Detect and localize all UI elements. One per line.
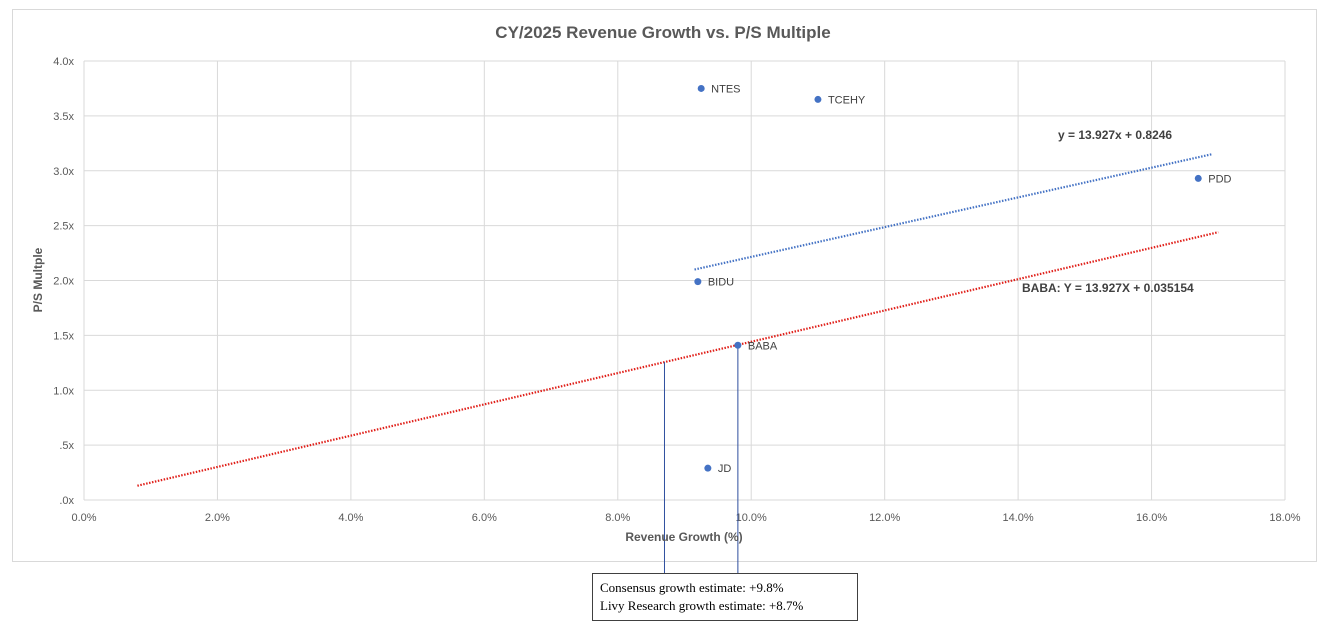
estimate-marker-lines — [663, 344, 739, 574]
point-jd — [704, 464, 712, 472]
trendline-blue — [694, 153, 1212, 271]
y-tick-label: .0x — [59, 495, 74, 507]
trendline-equation-red: BABA: Y = 13.927X + 0.035154 — [1022, 281, 1194, 295]
y-tick-label: 4.0x — [53, 56, 74, 68]
point-baba — [734, 341, 742, 349]
x-tick-label: 18.0% — [1269, 512, 1300, 524]
y-tick-label: 2.0x — [53, 276, 74, 288]
gridlines — [83, 60, 1286, 501]
point-label-jd: JD — [718, 463, 732, 475]
consensus-estimate-text: Consensus growth estimate: +9.8% — [600, 580, 784, 595]
x-tick-label: 8.0% — [605, 512, 630, 524]
point-label-ntes: NTES — [711, 83, 740, 95]
x-tick-label: 6.0% — [472, 512, 497, 524]
point-tcehy — [814, 95, 822, 103]
x-tick-label: 0.0% — [71, 512, 96, 524]
point-ntes — [697, 84, 705, 92]
trendlines — [137, 153, 1219, 487]
x-tick-label: 10.0% — [736, 512, 767, 524]
y-axis-title: P/S Multple — [31, 247, 45, 312]
point-label-pdd: PDD — [1208, 173, 1231, 185]
point-label-bidu: BIDU — [708, 277, 734, 289]
y-tick-label: .5x — [59, 440, 74, 452]
point-pdd — [1194, 174, 1202, 182]
point-label-baba: BABA — [748, 340, 778, 352]
x-tick-label: 12.0% — [869, 512, 900, 524]
y-tick-label: 3.5x — [53, 111, 74, 123]
x-axis-ticks: 0.0% 2.0% 4.0% 6.0% 8.0% 10.0% 12.0% 14.0% 16.0%… — [71, 512, 1300, 524]
y-tick-label: 2.5x — [53, 221, 74, 233]
x-tick-label: 16.0% — [1136, 512, 1167, 524]
x-tick-label: 4.0% — [338, 512, 363, 524]
livy-estimate-text: Livy Research growth estimate: +8.7% — [600, 598, 804, 613]
chart-title: CY/2025 Revenue Growth vs. P/S Multiple — [495, 23, 830, 42]
x-axis-title: Revenue Growth (%) — [625, 530, 742, 544]
y-tick-label: 1.0x — [53, 385, 74, 397]
point-label-tcehy: TCEHY — [828, 94, 866, 106]
y-tick-label: 3.0x — [53, 166, 74, 178]
y-axis-ticks: .0x .5x 1.0x 1.5x 2.0x 2.5x 3.0x 3.5x 4.0x — [53, 56, 74, 507]
estimate-note-box: Consensus growth estimate: +9.8% Livy Re… — [592, 573, 858, 621]
x-tick-label: 2.0% — [205, 512, 230, 524]
trendline-red — [137, 231, 1219, 487]
data-points: NTES TCEHY PDD BIDU BABA JD — [694, 83, 1232, 475]
trendline-equation-blue: y = 13.927x + 0.8246 — [1058, 128, 1172, 142]
y-tick-label: 1.5x — [53, 330, 74, 342]
point-bidu — [694, 278, 702, 286]
x-tick-label: 14.0% — [1003, 512, 1034, 524]
